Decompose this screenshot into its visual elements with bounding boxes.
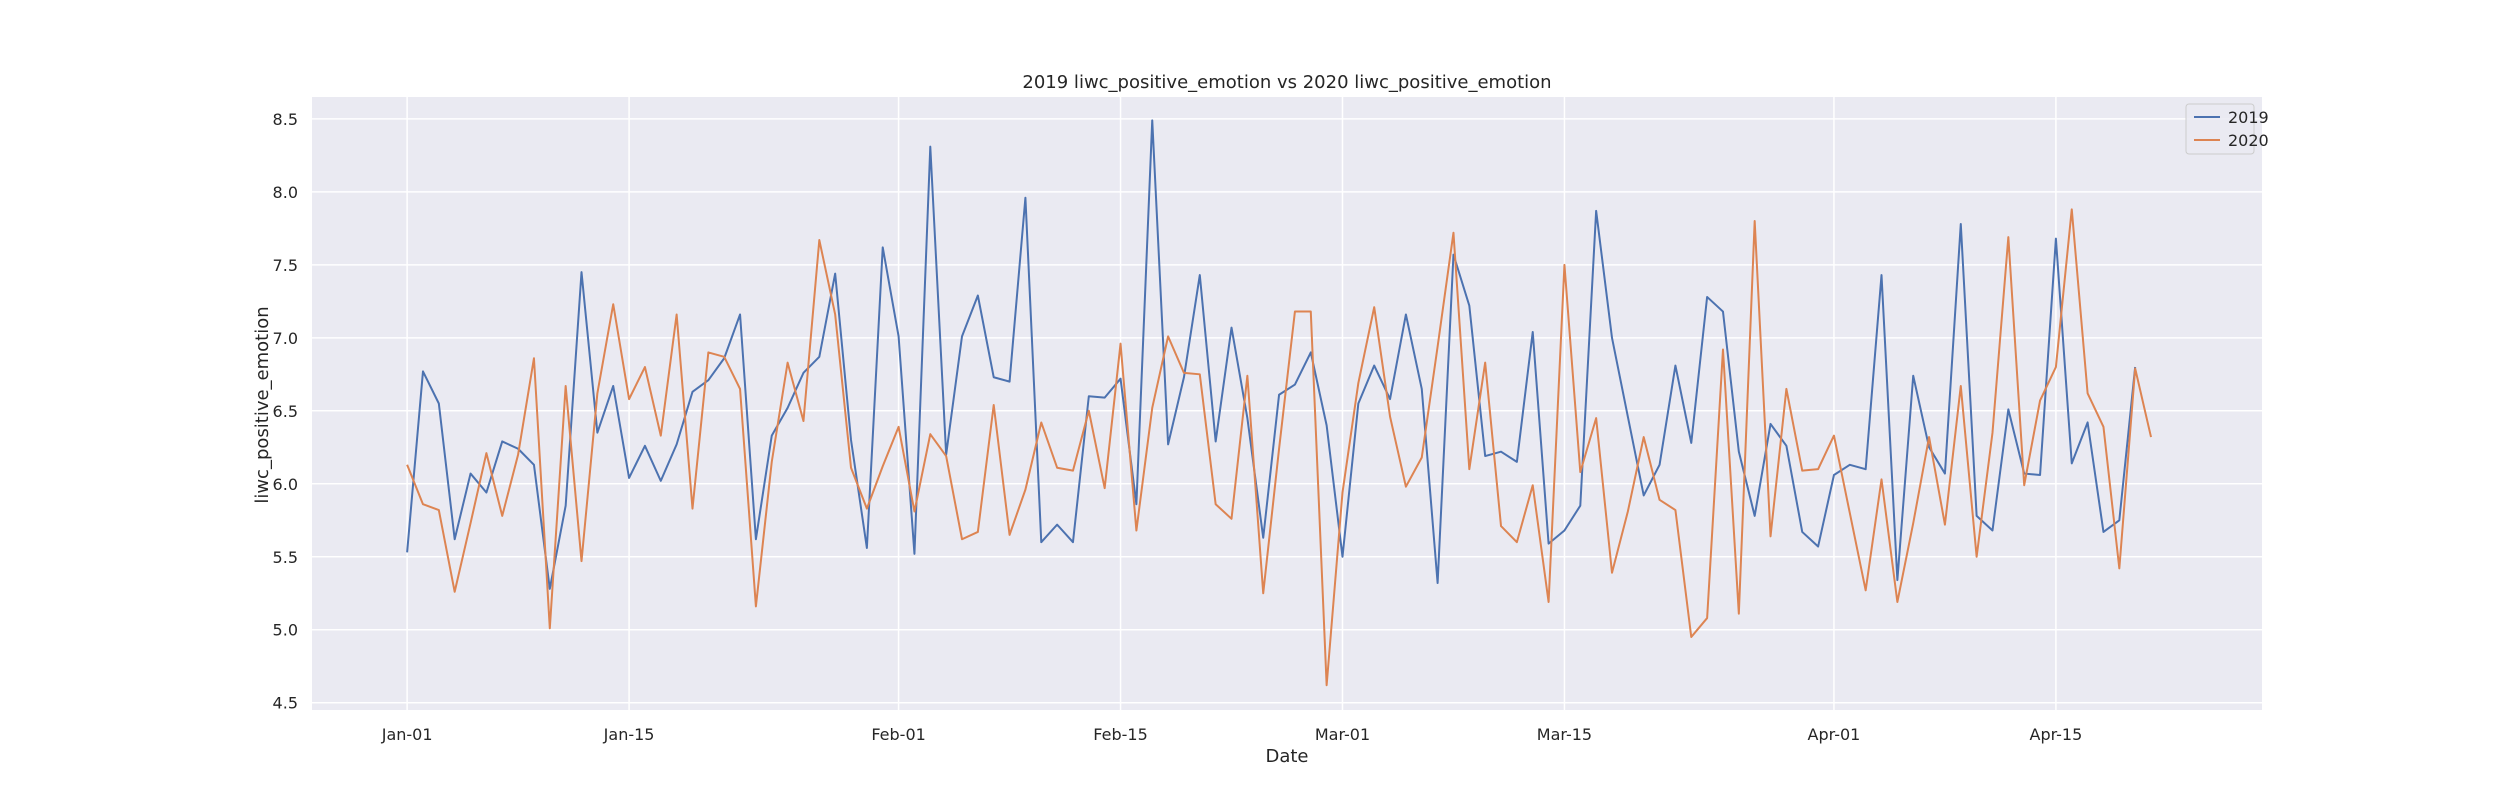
y-tick-label: 5.0: [273, 621, 298, 640]
x-tick-label: Feb-15: [1093, 725, 1147, 744]
y-tick-label: 8.0: [273, 183, 298, 202]
chart-title: 2019 liwc_positive_emotion vs 2020 liwc_…: [1022, 72, 1551, 93]
x-tick-label: Mar-01: [1315, 725, 1370, 744]
legend: 2019 2020: [2185, 103, 2269, 155]
series-lines: [406, 119, 2152, 687]
y-axis-ticks: 4.5 5.0 5.5 6.0 6.5 7.0 7.5 8.0 8.5: [273, 110, 298, 713]
y-gridlines: [312, 118, 2262, 704]
y-tick-label: 6.5: [273, 402, 298, 421]
y-tick-label: 5.5: [273, 548, 298, 567]
plot-background: [312, 97, 2262, 710]
x-tick-label: Apr-15: [2030, 725, 2083, 744]
series-line-2020: [406, 208, 2152, 687]
y-tick-label: 7.5: [273, 256, 298, 275]
series-line-2019: [406, 119, 2137, 590]
legend-label-2020: 2020: [2228, 131, 2269, 150]
x-tick-label: Jan-01: [381, 725, 433, 744]
x-tick-label: Jan-15: [603, 725, 655, 744]
x-axis-label: Date: [1265, 746, 1308, 767]
y-axis-label: liwc_positive_emotion: [252, 306, 273, 503]
legend-label-2019: 2019: [2228, 108, 2269, 127]
x-tick-label: Mar-15: [1537, 725, 1592, 744]
y-tick-label: 6.0: [273, 475, 298, 494]
x-tick-label: Feb-01: [871, 725, 925, 744]
y-tick-label: 4.5: [273, 694, 298, 713]
x-gridlines: [406, 97, 2057, 710]
y-tick-label: 7.0: [273, 329, 298, 348]
x-tick-label: Apr-01: [1808, 725, 1861, 744]
x-axis-ticks: Jan-01 Jan-15 Feb-01 Feb-15 Mar-01 Mar-15 Apr-…: [381, 725, 2083, 744]
y-tick-label: 8.5: [273, 110, 298, 129]
